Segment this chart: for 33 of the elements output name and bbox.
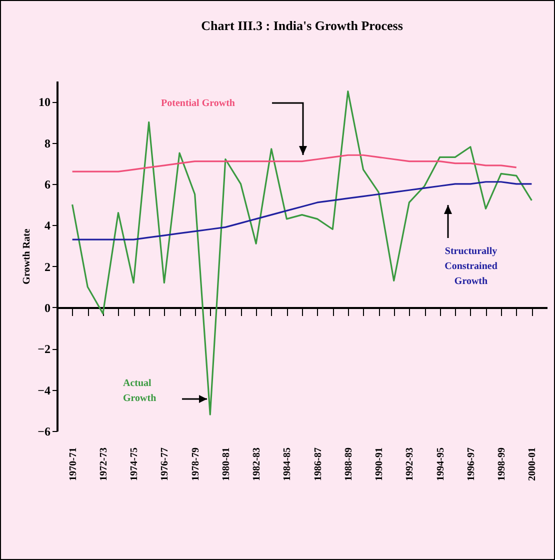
x-tick-label: 1974-75 <box>129 448 140 481</box>
x-tick-label: 1990-91 <box>374 448 386 481</box>
line-series <box>72 90 532 416</box>
x-tick-label: 1994-95 <box>435 448 446 481</box>
x-tick-label: 1988-89 <box>343 448 354 481</box>
y-tick-label: 10 <box>38 95 50 110</box>
line-series <box>72 154 518 172</box>
y-tick-label: 2 <box>44 260 50 274</box>
text: Actual Growth <box>123 378 157 404</box>
y-tick-label: 8 <box>44 136 50 150</box>
y-tick-label: −4 <box>38 383 50 398</box>
x-tick-label: 1996-97 <box>466 448 477 481</box>
x-tick-label: 1984-85 <box>282 448 294 481</box>
x-tick-label: 1978-79 <box>190 448 202 481</box>
y-tick-label: 6 <box>44 177 50 192</box>
y-tick-label: 0 <box>44 300 50 315</box>
x-tick-label: 1970-71 <box>68 448 79 481</box>
x-tick-label: 1982-83 <box>252 448 263 481</box>
x-tick-label: 1980-81 <box>220 448 232 481</box>
chart-title: Chart III.3 : India's Growth Process <box>201 18 403 33</box>
x-tick-label: 1972-73 <box>98 448 110 481</box>
x-tick-label: 1998-99 <box>496 448 508 481</box>
y-tick-label: −2 <box>38 342 50 356</box>
y-tick-label: 4 <box>44 218 50 233</box>
y-tick-label: −6 <box>38 424 50 438</box>
x-tick-label: 1986-87 <box>312 448 324 481</box>
y-axis-title: Growth Rate <box>22 228 33 284</box>
text: Structurally Constrained Growth <box>444 246 498 287</box>
text: Potential Growth <box>161 98 236 109</box>
line-series <box>72 181 532 240</box>
x-tick-label: 2000-01 <box>527 448 538 481</box>
x-tick-label: 1976-77 <box>160 448 171 481</box>
x-tick-label: 1992-93 <box>404 448 416 481</box>
